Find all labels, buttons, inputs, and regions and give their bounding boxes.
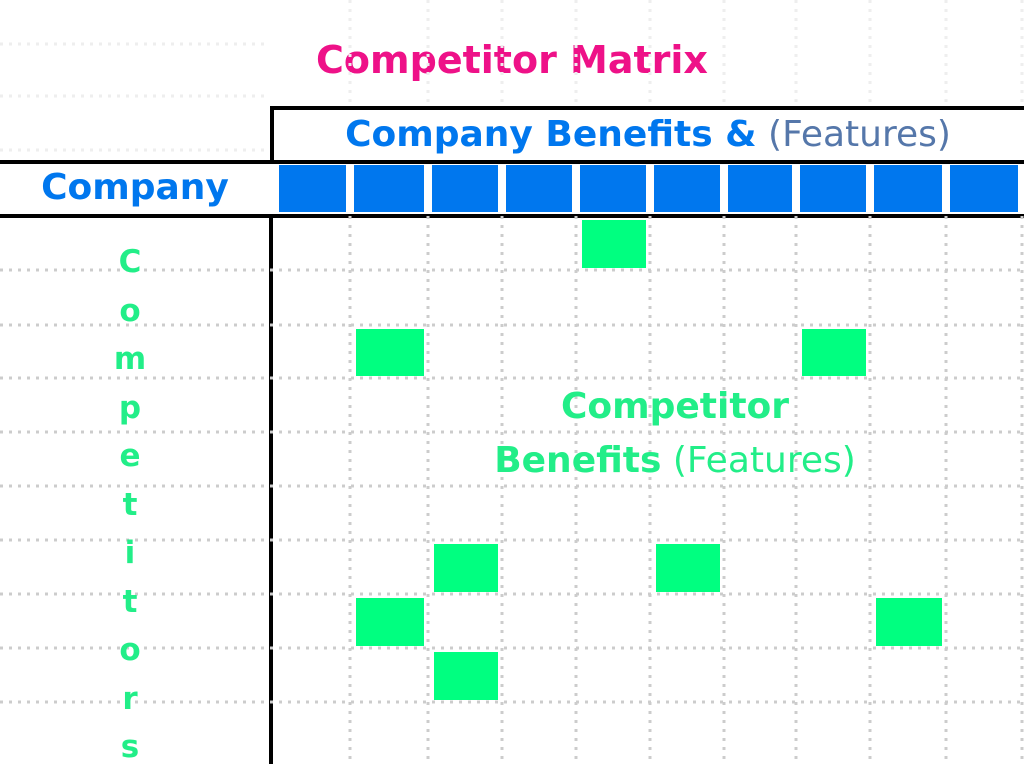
company-benefits-label: Company Benefits &	[345, 114, 757, 155]
competitor-mark-6	[356, 598, 424, 646]
company-row-label: Company	[41, 167, 229, 208]
competitor-mark-4	[434, 544, 498, 592]
header-divider-top	[0, 160, 1024, 164]
competitors-letter-6: i	[124, 535, 136, 571]
company-feature-5	[580, 165, 646, 212]
competitors-letter-5: t	[122, 486, 138, 523]
company-feature-4	[506, 165, 572, 212]
matrix-left-border	[269, 214, 273, 764]
competitor-benefits-label: Competitor Benefits (Features)	[470, 380, 880, 488]
competitor-mark-2	[356, 329, 424, 376]
competitors-letter-9: r	[122, 680, 138, 717]
competitors-letter-3: p	[118, 389, 142, 426]
header-divider-bottom	[0, 214, 1024, 218]
company-feature-6	[654, 165, 720, 212]
competitor-mark-5	[656, 544, 720, 592]
competitors-letter-8: o	[119, 632, 141, 668]
company-feature-7	[728, 165, 792, 212]
company-benefits-header: Company Benefits & (Features)	[272, 111, 1024, 159]
competitor-mark-1	[582, 220, 646, 268]
company-feature-2	[354, 165, 424, 212]
competitors-letter-7: t	[122, 583, 138, 620]
features-label: (Features)	[768, 114, 951, 155]
competitors-letter-2: m	[113, 341, 147, 377]
company-feature-3	[432, 165, 498, 212]
competitors-letter-10: s	[120, 729, 140, 765]
company-feature-10	[950, 165, 1018, 212]
chart-title: Competitor Matrix	[316, 38, 708, 82]
company-feature-1	[279, 165, 346, 212]
company-feature-8	[800, 165, 866, 212]
company-feature-9	[874, 165, 942, 212]
competitor-mark-3	[802, 329, 866, 376]
benefits-label: Benefits	[494, 440, 662, 481]
competitors-letter-4: e	[119, 438, 141, 474]
competitor-mark-7	[876, 598, 942, 646]
competitor-label: Competitor	[560, 386, 790, 427]
competitors-letter-1: o	[119, 292, 141, 329]
features-label-2: (Features)	[672, 440, 856, 481]
competitor-mark-8	[434, 652, 498, 700]
competitors-letter-0: C	[118, 244, 142, 280]
features-header-frame	[270, 106, 1024, 162]
